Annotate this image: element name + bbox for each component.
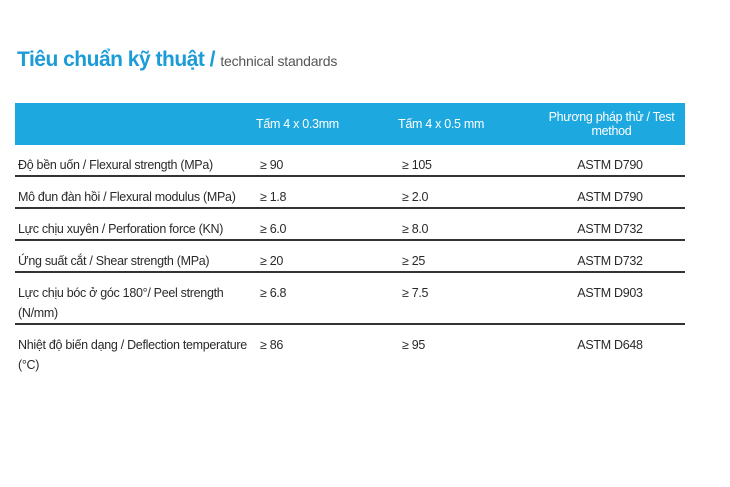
table-cell: ASTM D732: [532, 239, 685, 272]
table-cell: ASTM D790: [577, 158, 643, 172]
table-cell: ≥ 90: [260, 158, 284, 172]
table-cell: ≥ 7.5: [390, 271, 532, 324]
header-row: Tấm 4 x 0.3mm Tấm 4 x 0.5 mm Phương pháp t…: [15, 103, 685, 145]
header-cell: [15, 103, 248, 145]
table-cell: Mô đun đàn hồi / Flexural modulus (MPa): [15, 175, 248, 208]
table-cell: Lực chịu xuyên / Perforation force (KN): [15, 207, 248, 240]
table-cell: ≥ 1.8: [248, 175, 390, 208]
table-cell: ≥ 8.0: [390, 207, 532, 240]
table-cell: ≥ 25: [390, 239, 532, 272]
table-cell: Ứng suất cắt / Shear strength (MPa): [15, 239, 248, 272]
header-cell: Tấm 4 x 0.3mm: [248, 103, 390, 145]
table-row: Mô đun đàn hồi / Flexural modulus (MPa) ≥…: [15, 175, 685, 208]
table-cell: Nhiệt độ biến dạng / Deflection temperat…: [15, 323, 248, 375]
table-cell: ≥ 86: [248, 323, 390, 375]
table-cell: ASTM D648: [532, 323, 685, 375]
table-cell: ≥ 105: [402, 158, 432, 172]
table-row: Lực chịu bóc ở góc 180°/ Peel strength (…: [15, 271, 685, 324]
table-cell: Lực chịu bóc ở góc 180°/ Peel strength (…: [15, 271, 248, 324]
table-cell: ≥ 95: [390, 323, 532, 375]
table-cell: ≥ 2.0: [390, 175, 532, 208]
table-cell: ASTM D790: [532, 175, 685, 208]
title-main: Tiêu chuẩn kỹ thuật /: [17, 48, 215, 71]
table-row: Độ bền uốn / Flexural strength (MPa) ≥ 90…: [15, 145, 685, 176]
header-cell: Tấm 4 x 0.5 mm: [390, 103, 532, 145]
table-row: Nhiệt độ biến dạng / Deflection temperat…: [15, 323, 685, 375]
table-cell: ASTM D903: [532, 271, 685, 324]
table-cell: Độ bền uốn / Flexural strength (MPa): [18, 158, 213, 172]
table-row: Lực chịu xuyên / Perforation force (KN) ≥…: [15, 207, 685, 240]
header-cell: Phương pháp thử / Test method: [532, 103, 685, 145]
spec-table: Tấm 4 x 0.3mm Tấm 4 x 0.5 mm Phương pháp t…: [15, 103, 685, 375]
table-cell: ASTM D732: [532, 207, 685, 240]
table-row: Ứng suất cắt / Shear strength (MPa) ≥ 20 ≥…: [15, 239, 685, 272]
table-cell: ≥ 6.8: [248, 271, 390, 324]
title: Tiêu chuẩn kỹ thuật / technical standard…: [17, 48, 337, 72]
title-sub: technical standards: [220, 53, 338, 69]
table-cell: ≥ 6.0: [248, 207, 390, 240]
table-cell: ≥ 20: [248, 239, 390, 272]
